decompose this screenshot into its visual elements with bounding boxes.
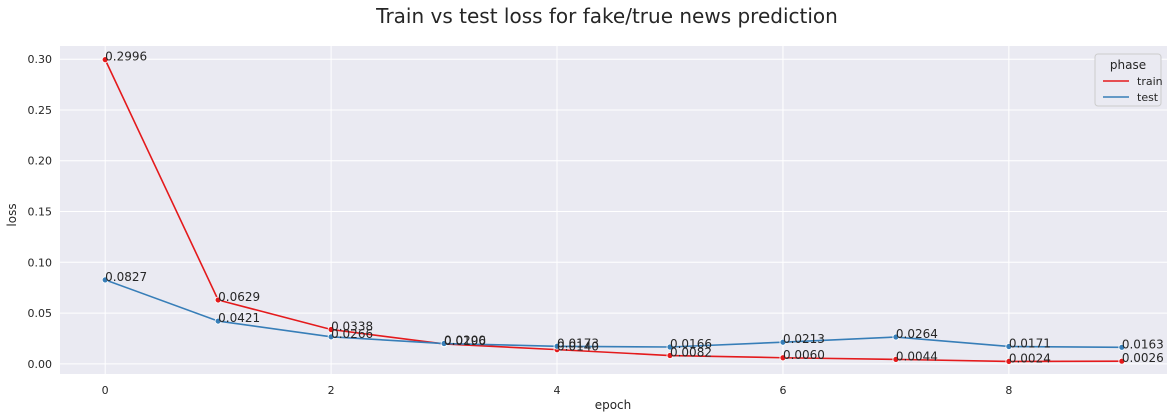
legend-title: phase	[1110, 58, 1146, 72]
data-label-train: 0.0140	[557, 340, 599, 354]
data-label-train: 0.0338	[331, 320, 373, 334]
series-line-test	[104, 279, 1122, 349]
data-point-train	[1005, 358, 1013, 365]
data-label-test: 0.0266	[331, 327, 373, 341]
data-label-train: 0.2996	[105, 50, 147, 64]
data-point-test	[1005, 343, 1013, 350]
data-label-train: 0.0026	[1122, 351, 1164, 365]
data-label-test: 0.0264	[896, 327, 938, 341]
x-tick-label: 6	[779, 384, 786, 397]
y-tick-label: 0.00	[28, 358, 53, 371]
data-label-train: 0.0082	[670, 346, 712, 360]
data-point-test	[892, 333, 900, 341]
data-point-test	[553, 342, 561, 350]
data-point-test	[214, 317, 222, 325]
x-tick-label: 8	[1005, 384, 1012, 397]
data-label-test: 0.0421	[218, 311, 260, 325]
y-tick-labels: 0.00 0.05 0.10 0.15 0.20 0.25 0.30	[28, 53, 53, 371]
data-label-test: 0.0200	[444, 334, 486, 348]
series-line-train	[104, 59, 1122, 363]
y-tick-label: 0.25	[28, 104, 53, 117]
data-label-test: 0.0166	[670, 337, 712, 351]
x-tick-label: 0	[102, 384, 109, 397]
data-label-test: 0.0213	[783, 332, 825, 346]
data-point-test	[440, 340, 448, 347]
legend-box	[1094, 53, 1162, 107]
data-point-test	[779, 338, 787, 346]
data-point-train	[214, 296, 222, 304]
data-labels: 0.2996 0.0629 0.0338 0.0196 0.0140 0.0082 0.00…	[105, 50, 1164, 366]
data-point-test	[1118, 343, 1126, 351]
data-label-train: 0.0024	[1009, 351, 1051, 365]
data-point-train	[779, 354, 787, 362]
data-point-test	[666, 343, 674, 351]
plot-area	[60, 46, 1167, 374]
y-axis-label: loss	[5, 203, 19, 226]
data-label-test: 0.0171	[1009, 336, 1051, 350]
data-point-test	[101, 276, 109, 284]
legend-label-test: test	[1137, 91, 1159, 104]
y-tick-label: 0.30	[28, 53, 53, 66]
data-point-train	[327, 326, 335, 333]
data-label-test: 0.0827	[105, 270, 147, 284]
y-tick-label: 0.10	[28, 256, 53, 269]
legend-label-train: train	[1137, 75, 1163, 88]
x-axis-label: epoch	[595, 398, 632, 412]
y-tick-label: 0.20	[28, 155, 53, 168]
legend: phase train test	[1094, 53, 1163, 107]
data-label-train: 0.0629	[218, 290, 260, 304]
data-label-test: 0.0173	[557, 336, 599, 350]
x-tick-labels: 0 2 4 6 8	[102, 384, 1013, 397]
data-label-train: 0.0060	[783, 348, 825, 362]
data-point-train	[892, 355, 900, 363]
chart-title: Train vs test loss for fake/true news pr…	[375, 4, 838, 28]
data-point-test	[327, 333, 335, 341]
data-label-train: 0.0196	[444, 334, 486, 348]
data-label-train: 0.0044	[896, 349, 938, 363]
data-point-train	[666, 352, 674, 359]
x-tick-label: 2	[328, 384, 335, 397]
y-tick-label: 0.15	[28, 206, 53, 219]
data-label-test: 0.0163	[1122, 337, 1164, 351]
data-point-train	[1118, 357, 1126, 365]
y-tick-label: 0.05	[28, 307, 53, 320]
x-tick-label: 4	[554, 384, 561, 397]
data-point-train	[101, 56, 109, 64]
grid-lines	[60, 46, 1167, 374]
series-layer	[101, 56, 1126, 365]
